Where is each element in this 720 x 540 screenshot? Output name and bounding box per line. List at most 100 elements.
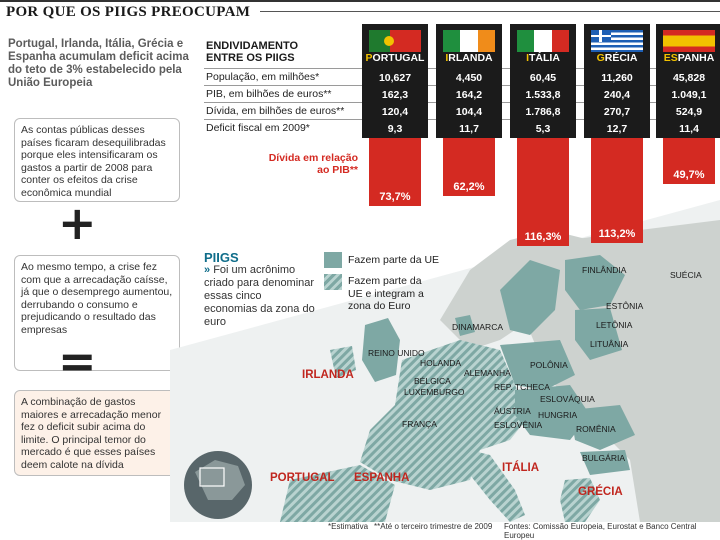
country-initial: I <box>445 52 449 64</box>
table-cell: 11,7 <box>459 123 479 135</box>
debt-bar-label: 116,3% <box>524 231 562 243</box>
globe-land <box>195 460 245 500</box>
debt-bar-label: 49,7% <box>673 169 705 181</box>
map-label-romenia: ROMÊNIA <box>576 424 616 434</box>
map-ireland <box>330 346 356 378</box>
arrow-icon: » <box>204 264 211 276</box>
country-initial: I <box>526 52 529 64</box>
map-iberia <box>280 465 395 522</box>
table-cell: 1.786,8 <box>525 106 561 118</box>
row-label-deficit: Deficit fiscal em 2009* <box>206 122 310 134</box>
map-label-alemanha: ALEMANHA <box>464 368 511 378</box>
debt-bar-label: 113,2% <box>598 228 636 240</box>
map-label-lituania: LITUÂNIA <box>590 339 629 349</box>
explanation-box-result: A combinação de gastos maiores e arrecad… <box>14 390 180 476</box>
table-title-line1: ENDIVIDAMENTO <box>206 40 299 52</box>
country-name-rest: RÉCIA <box>604 52 638 64</box>
debt-bar-label: 62,2% <box>453 181 485 193</box>
flag-icon <box>369 30 421 52</box>
piigs-title: PIIGS <box>204 250 239 265</box>
table-cell: 10,627 <box>378 72 412 84</box>
country-initial: G <box>596 52 605 64</box>
country-column: PORTUGAL 10,627 162,3 120,4 9,3 <box>362 24 428 138</box>
piigs-description: Foi um acrônimo criado para denominar es… <box>204 264 315 328</box>
debt-ratio-label-line2: ao PIB** <box>317 164 358 176</box>
map-label-austria: ÁUSTRIA <box>494 406 531 416</box>
map-bulgaria <box>580 450 630 475</box>
map-label-bulgaria: BULGÁRIA <box>582 453 625 463</box>
table-cell: 5,3 <box>535 123 551 135</box>
map-poland <box>500 340 575 390</box>
map-baltics <box>575 308 622 360</box>
table-title-line2: ENTRE OS PIIGS <box>206 52 295 64</box>
map-finland <box>565 255 625 310</box>
country-name-rest: TÁLIA <box>529 52 560 64</box>
table-cell: 11,260 <box>601 72 633 84</box>
map-italy <box>470 450 525 522</box>
map-label-franca: FRANÇA <box>402 419 437 429</box>
map-label-portugal: PORTUGAL <box>270 472 335 484</box>
header-bar <box>0 0 720 22</box>
map-label-eslovenia: ESLOVÊNIA <box>494 420 543 430</box>
explanation-box-spending: As contas públicas desses países ficaram… <box>14 118 180 202</box>
country-initial: ES <box>663 52 678 64</box>
debt-bar <box>517 138 569 246</box>
country-column: GRÉCIA 11,260 240,4 270,7 12,7 <box>584 24 650 138</box>
footnote-trimestre: **Até o terceiro trimestre de 2009 <box>374 522 493 531</box>
map-eurozone-core <box>360 340 530 490</box>
map-label-grecia: GRÉCIA <box>578 486 623 498</box>
map-label-espanha: ESPANHA <box>354 472 410 484</box>
table-cell: 45,828 <box>672 72 706 84</box>
debt-bar-label: 73,7% <box>379 191 411 203</box>
map-label-luxemburgo: LUXEMBURGO <box>404 387 465 397</box>
country-column: ITÁLIA 60,45 1.533,8 1.786,8 5,3 <box>510 24 576 138</box>
legend-swatch-euro <box>324 274 342 290</box>
flag-icon <box>443 30 495 52</box>
piigs-text: » Foi um acrônimo criado para denominar … <box>204 264 316 329</box>
table-title: ENDIVIDAMENTO ENTRE OS PIIGS <box>206 40 298 64</box>
map-uk <box>362 318 400 382</box>
country-name: ESPANHA <box>656 52 720 64</box>
page-title: POR QUE OS PIIGS PREOCUPAM <box>6 4 251 20</box>
flag-icon <box>591 30 643 52</box>
table-cell: 270,7 <box>603 106 631 118</box>
map-romania <box>570 405 635 450</box>
map-denmark <box>455 315 475 336</box>
map-greece <box>560 478 600 522</box>
table-cell: 60,45 <box>529 72 557 84</box>
footnote-estimativa: *Estimativa <box>328 522 369 531</box>
sources: Fontes: Comissão Europeia, Eurostat e Ba… <box>504 522 697 540</box>
row-label-pib: PIB, em bilhões de euros** <box>206 88 332 100</box>
table-cell: 4,450 <box>455 72 483 84</box>
equals-sign: = <box>58 334 97 388</box>
country-column: ESPANHA 45,828 1.049,1 524,9 11,4 <box>656 24 720 138</box>
plus-sign: + <box>58 196 97 250</box>
map-label-reino-unido: REINO UNIDO <box>368 348 425 358</box>
debt-bar <box>663 138 715 184</box>
map-label-dinamarca: DINAMARCA <box>452 322 504 332</box>
debt-bar <box>443 138 495 196</box>
map-label-suecia: SUÉCIA <box>670 270 702 280</box>
map-label-italia: ITÁLIA <box>502 462 540 474</box>
table-cell: 164,2 <box>455 89 483 101</box>
country-name: IRLANDA <box>436 52 502 64</box>
table-cell: 104,4 <box>455 106 483 118</box>
country-name-rest: PANHA <box>677 52 715 64</box>
intro-text: Portugal, Irlanda, Itália, Grécia e Espa… <box>8 38 189 89</box>
country-name: GRÉCIA <box>584 52 650 64</box>
map-label-polonia: POLÔNIA <box>530 360 568 370</box>
country-column: IRLANDA 4,450 164,2 104,4 11,7 <box>436 24 502 138</box>
map-label-eslovaquia: ESLOVÁQUIA <box>540 394 595 404</box>
explanation-box-revenue: Ao mesmo tempo, a crise fez com que a ar… <box>14 255 180 371</box>
map-label-finlandia: FINLÂNDIA <box>582 265 627 275</box>
debt-bar <box>591 138 643 243</box>
map-label-irlanda: IRLANDA <box>302 369 354 381</box>
flag-icon <box>663 30 715 52</box>
country-name: ITÁLIA <box>510 52 576 64</box>
legend-swatch-eu <box>324 252 342 268</box>
table-cell: 240,4 <box>603 89 631 101</box>
map-label-letonia: LETÔNIA <box>596 320 633 330</box>
globe-highlight <box>199 467 225 487</box>
country-name-rest: ORTUGAL <box>372 52 425 64</box>
map-label-estonia: ESTÔNIA <box>606 301 644 311</box>
